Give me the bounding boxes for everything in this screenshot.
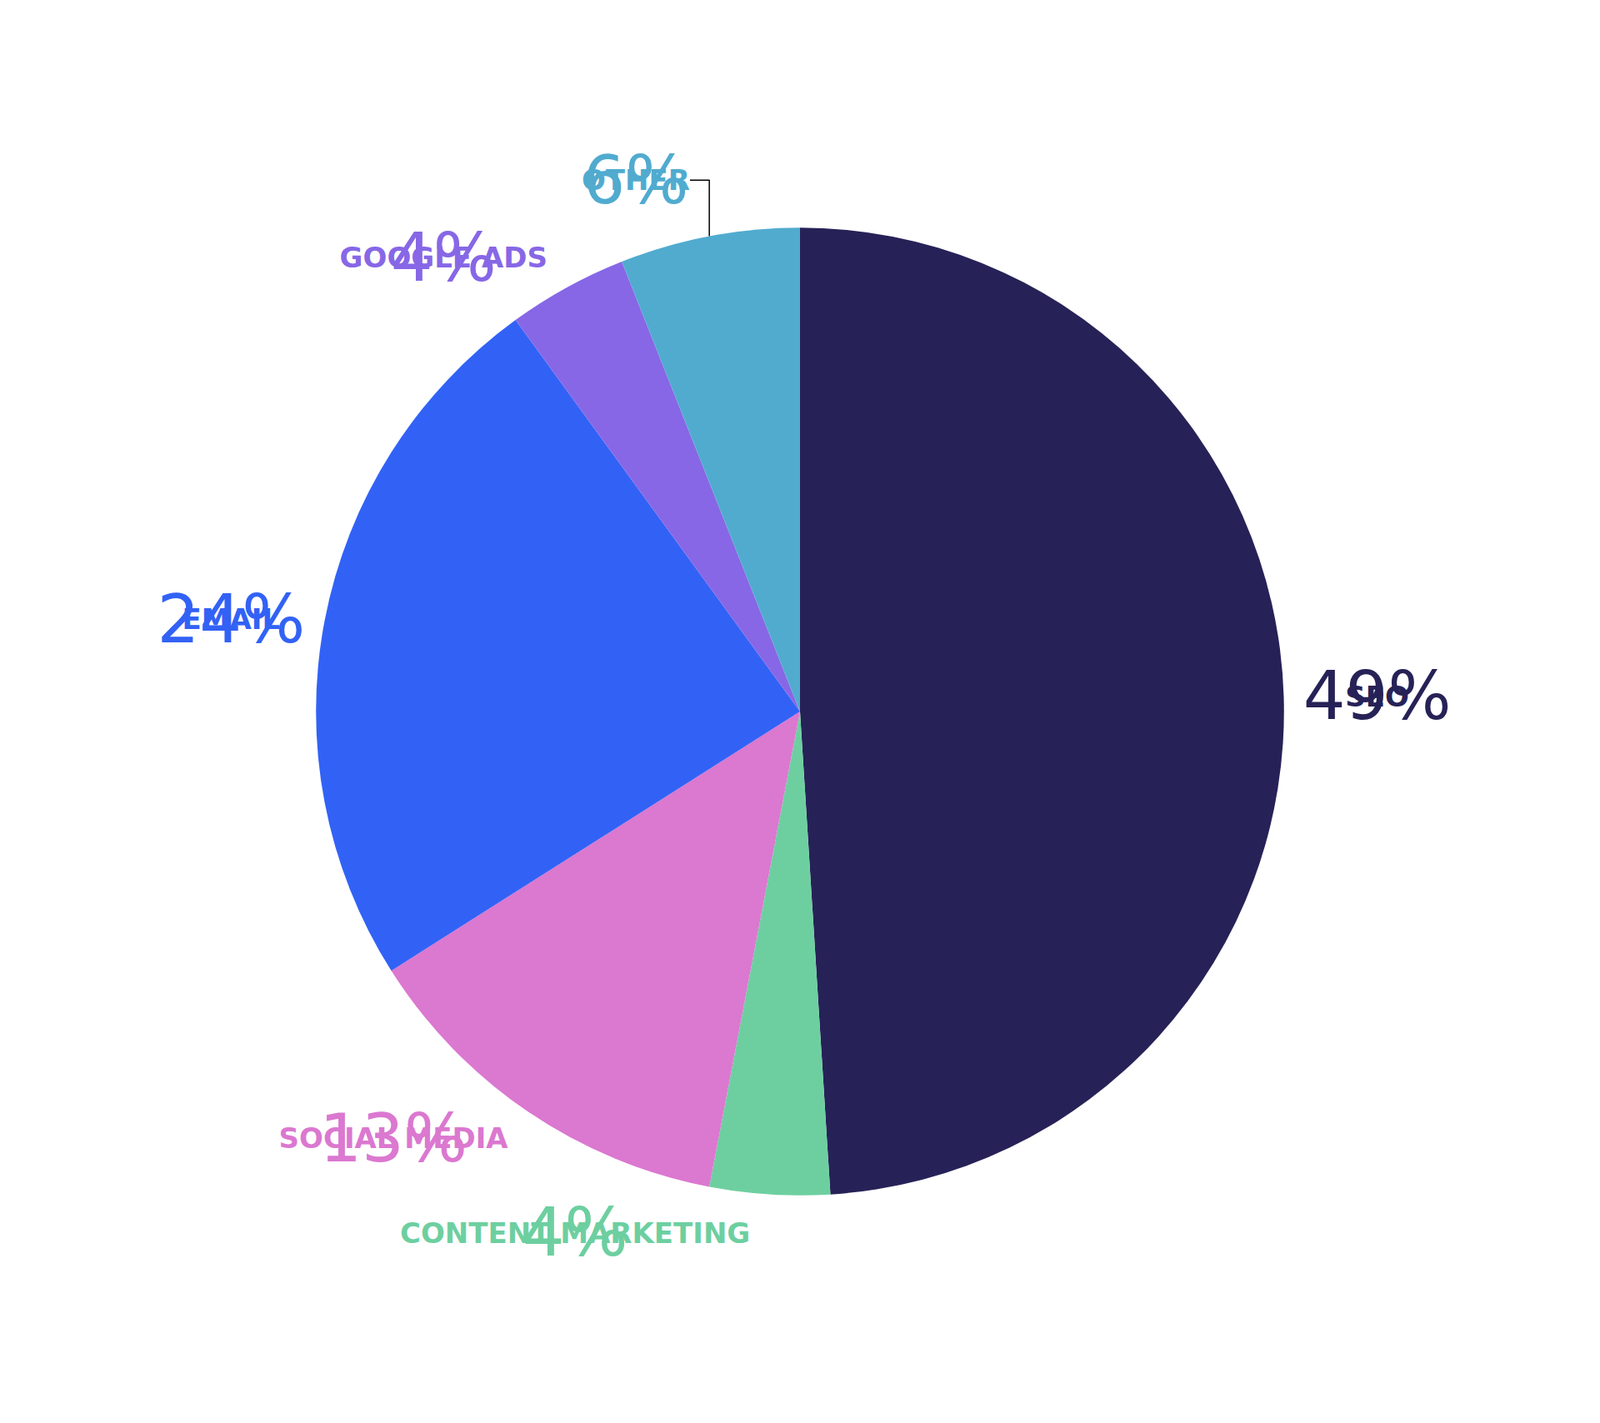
svg-text:EMAIL24%: EMAIL24% <box>156 580 305 659</box>
svg-text:OTHER6%: OTHER6% <box>581 141 690 220</box>
svg-text:SEO49%: SEO49% <box>1303 657 1452 735</box>
svg-text:SOCIAL MEDIA13%: SOCIAL MEDIA13% <box>279 1100 510 1178</box>
svg-text:GOOGLE ADS4%: GOOGLE ADS4% <box>340 219 548 297</box>
svg-text:CONTENT MARKETING4%: CONTENT MARKETING4% <box>400 1194 750 1272</box>
